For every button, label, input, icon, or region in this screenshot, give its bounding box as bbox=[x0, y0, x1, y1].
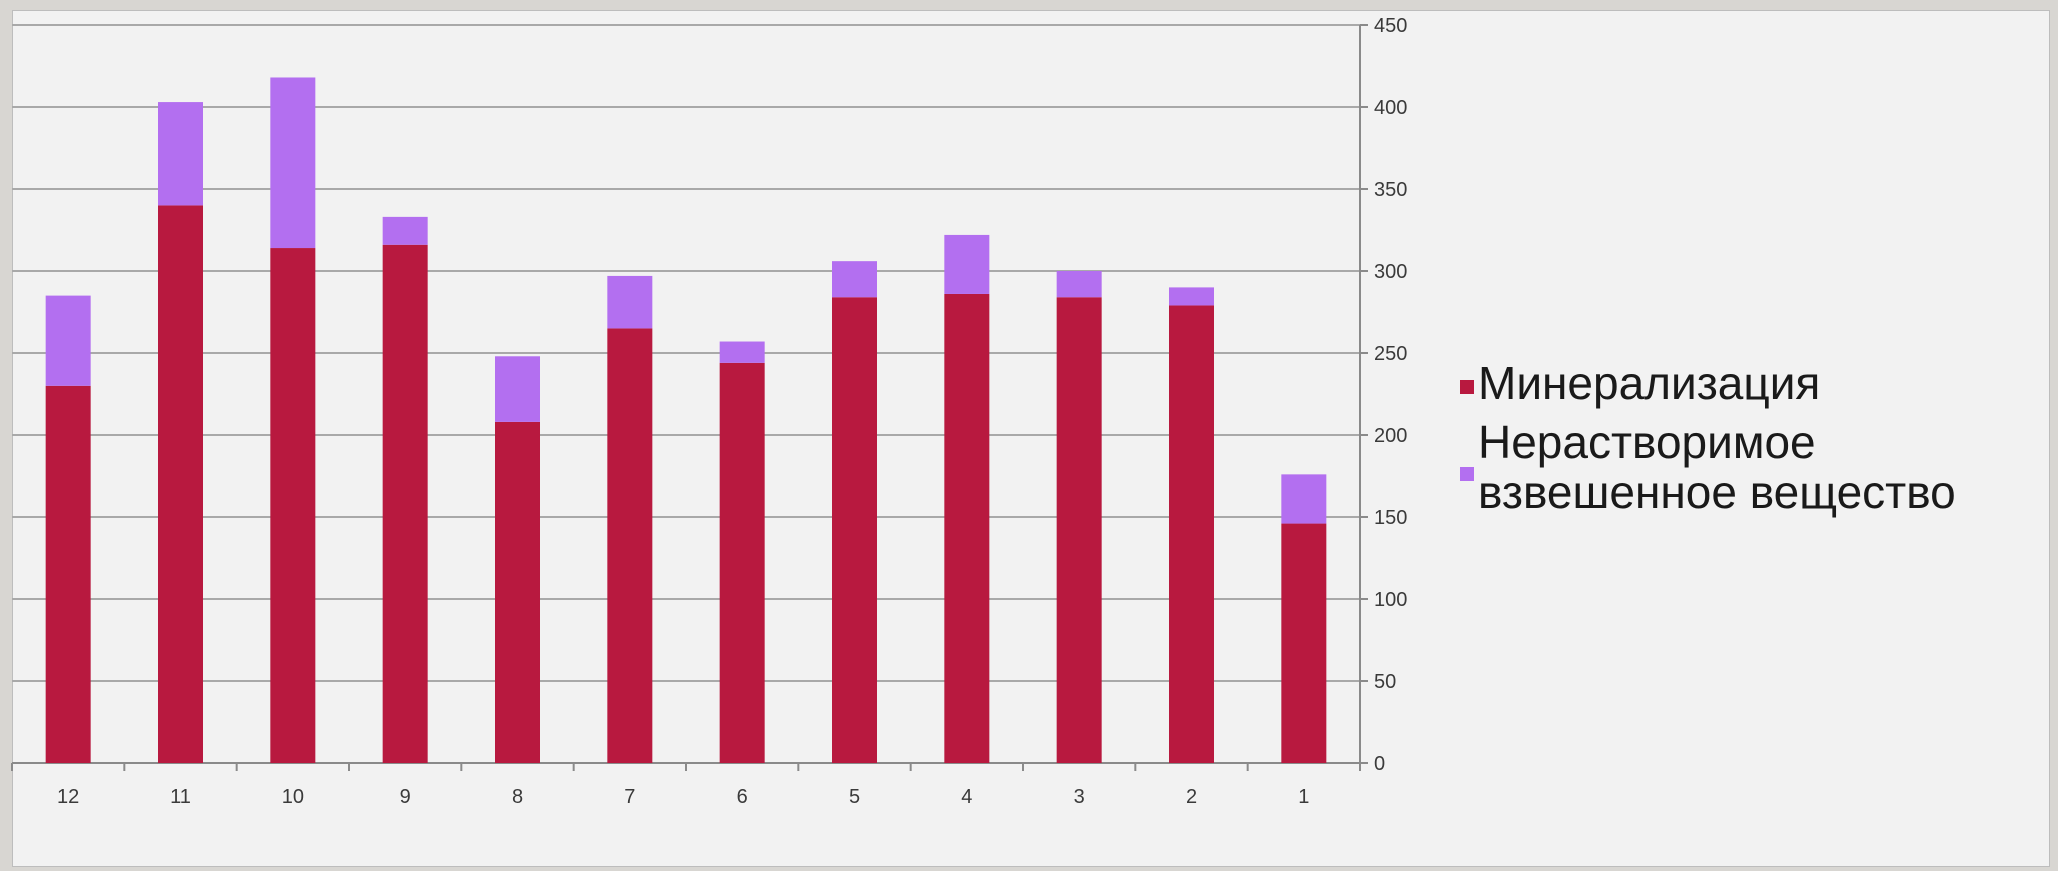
bar-series-1-6 bbox=[719, 362, 765, 763]
x-tick-label: 3 bbox=[1074, 786, 1085, 808]
y-tick-label: 300 bbox=[1374, 261, 1407, 283]
legend-label-series-2: взвешенное вещество bbox=[1478, 466, 1956, 518]
x-tick-label: 10 bbox=[282, 786, 304, 808]
y-tick-label: 450 bbox=[1374, 15, 1407, 37]
y-tick-label: 0 bbox=[1374, 753, 1385, 775]
y-tick-label: 350 bbox=[1374, 179, 1407, 201]
y-tick-label: 50 bbox=[1374, 671, 1396, 693]
y-tick-label: 200 bbox=[1374, 425, 1407, 447]
x-tick-label: 1 bbox=[1298, 786, 1309, 808]
y-tick-label: 100 bbox=[1374, 589, 1407, 611]
y-tick-label: 150 bbox=[1374, 507, 1407, 529]
gridlines bbox=[12, 24, 1360, 764]
bar-series-2-8 bbox=[495, 356, 540, 422]
legend-label-series-1: Минерализация bbox=[1478, 357, 1820, 409]
bar-series-2-5 bbox=[832, 261, 877, 298]
bar-series-1-11 bbox=[158, 205, 203, 763]
bar-series-1-1 bbox=[1281, 523, 1327, 763]
bar-series-1-2 bbox=[1169, 305, 1214, 763]
chart-panel bbox=[12, 10, 2050, 867]
bar-series-2-2 bbox=[1169, 287, 1214, 306]
x-tick-label: 5 bbox=[849, 786, 860, 808]
y-tick-label: 400 bbox=[1374, 97, 1407, 119]
bar-series-1-10 bbox=[270, 248, 316, 764]
bar-series-2-12 bbox=[45, 295, 91, 386]
bar-series-2-7 bbox=[607, 275, 653, 329]
bar-series-1-3 bbox=[1056, 297, 1102, 763]
bar-series-1-12 bbox=[45, 385, 91, 763]
x-tick-label: 4 bbox=[961, 786, 972, 808]
x-tick-label: 6 bbox=[737, 786, 748, 808]
bar-series-2-4 bbox=[944, 234, 990, 294]
bar-series-1-8 bbox=[495, 421, 540, 763]
bar-series-2-3 bbox=[1056, 271, 1102, 298]
bars bbox=[45, 77, 1327, 764]
x-tick-label: 2 bbox=[1186, 786, 1197, 808]
legend-label-series-2: Нерастворимое bbox=[1478, 416, 1816, 468]
bar-series-2-11 bbox=[158, 102, 203, 206]
bar-series-2-6 bbox=[719, 341, 765, 363]
bar-series-2-1 bbox=[1281, 474, 1327, 524]
bar-series-2-9 bbox=[382, 216, 428, 245]
x-tick-label: 9 bbox=[400, 786, 411, 808]
bar-series-1-4 bbox=[944, 293, 990, 763]
bar-series-2-10 bbox=[270, 77, 316, 249]
x-tick-label: 11 bbox=[170, 786, 191, 808]
x-tick-label: 7 bbox=[624, 786, 635, 808]
legend-marker-series-2 bbox=[1460, 467, 1474, 481]
x-tick-label: 12 bbox=[57, 786, 79, 808]
bar-series-1-9 bbox=[382, 244, 428, 763]
x-tick-label: 8 bbox=[512, 786, 523, 808]
bar-series-1-5 bbox=[832, 297, 877, 763]
y-tick-label: 250 bbox=[1374, 343, 1407, 365]
legend-marker-series-1 bbox=[1460, 380, 1474, 394]
bar-series-1-7 bbox=[607, 328, 653, 763]
